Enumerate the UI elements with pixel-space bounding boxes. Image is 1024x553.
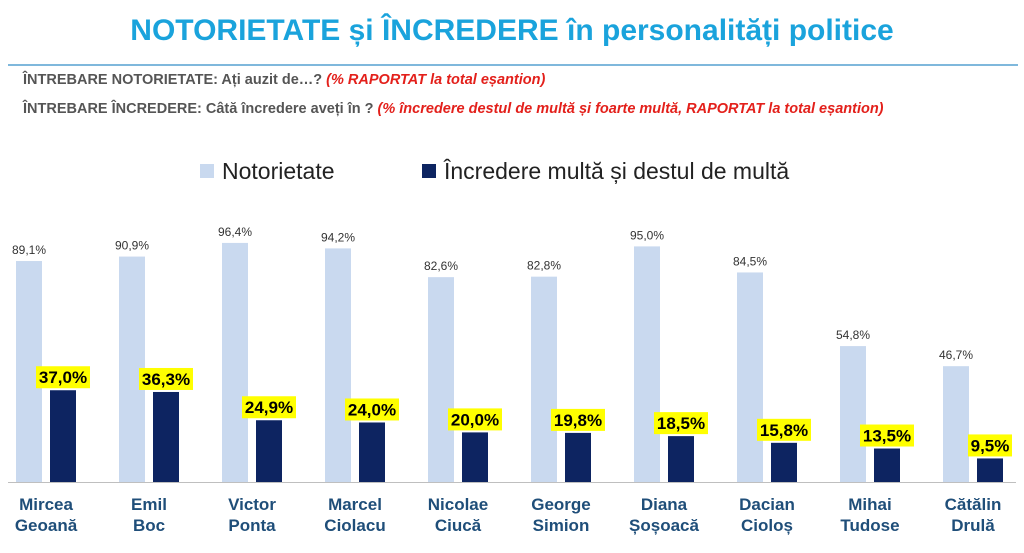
question-notorietate-label: ÎNTREBARE NOTORIETATE: Ați auzit de…? [23, 72, 323, 88]
bar-incredere [771, 442, 797, 482]
data-label-highlight [860, 424, 914, 447]
category-label: Diana Șoșoacă [614, 494, 714, 536]
category-first-name: Diana [640, 495, 688, 514]
bar-incredere [977, 458, 1003, 482]
data-label-incredere: 36,3% [142, 370, 190, 389]
bar-incredere [359, 422, 385, 482]
bar-incredere [565, 432, 591, 482]
question-incredere-label: ÎNTREBARE ÎNCREDERE: Câtă încredere aveț… [23, 101, 374, 117]
bar-notorietate [325, 248, 351, 482]
category-first-name: Marcel [328, 495, 382, 514]
legend-swatch-incredere [422, 163, 436, 178]
category-first-name: Cătălin [944, 495, 1002, 514]
data-label-notorietate: 82,8% [527, 259, 561, 273]
data-label-highlight [654, 412, 708, 435]
category-label: Mircea Geoană [0, 494, 96, 536]
category-last-name: Simion [532, 516, 590, 535]
category-first-name: Mihai [848, 495, 892, 514]
bar-notorietate [428, 277, 454, 482]
data-label-incredere: 20,0% [451, 410, 499, 429]
category-last-name: Ciucă [434, 516, 482, 535]
bar-notorietate [840, 346, 866, 482]
data-label-highlight [345, 398, 399, 421]
data-label-highlight [968, 434, 1012, 457]
bar-incredere [50, 390, 76, 482]
category-last-name: Cioloș [741, 516, 793, 535]
question-incredere-note: (% încredere destul de multă și foarte m… [377, 101, 884, 117]
bar-incredere [153, 391, 179, 482]
data-label-notorietate: 84,5% [733, 254, 767, 268]
legend-item-incredere: Încredere multă și destul de multă [422, 158, 789, 185]
category-labels: Mircea Geoană Emil Boc Victor Ponta Marcel Ciol… [0, 494, 1024, 544]
data-label-highlight [551, 408, 605, 431]
bar-incredere [256, 420, 282, 482]
question-notorietate: ÎNTREBARE NOTORIETATE: Ați auzit de…? (%… [23, 72, 545, 88]
bar-incredere [462, 432, 488, 482]
data-label-notorietate: 54,8% [836, 328, 870, 342]
data-label-highlight [36, 366, 90, 389]
data-label-incredere: 24,0% [348, 400, 396, 419]
category-last-name: Tudose [840, 516, 900, 535]
data-label-incredere: 37,0% [39, 368, 87, 387]
data-label-notorietate: 96,4% [218, 225, 252, 239]
data-label-notorietate: 94,2% [321, 230, 355, 244]
legend-label-notorietate: Notorietate [222, 158, 335, 184]
data-label-incredere: 13,5% [863, 427, 911, 446]
data-label-incredere: 19,8% [554, 411, 602, 430]
legend-swatch-notorietate [200, 163, 214, 178]
bar-notorietate [737, 272, 763, 482]
data-label-notorietate: 46,7% [939, 348, 973, 362]
data-label-notorietate: 95,0% [630, 228, 664, 242]
category-label: Marcel Ciolacu [305, 494, 405, 536]
legend-label-incredere: Încredere multă și destul de multă [444, 158, 790, 184]
data-label-incredere: 15,8% [760, 421, 808, 440]
category-first-name: Dacian [739, 495, 795, 514]
legend-item-notorietate: Notorietate [200, 158, 335, 185]
title-divider [8, 64, 1018, 66]
data-label-incredere: 9,5% [971, 436, 1010, 455]
category-first-name: Emil [131, 495, 167, 514]
category-first-name: Victor [228, 495, 276, 514]
bar-notorietate [943, 366, 969, 482]
chart-title: NOTORIETATE și ÎNCREDERE în personalităț… [130, 14, 894, 47]
category-label: Nicolae Ciucă [408, 494, 508, 536]
bar-incredere [668, 436, 694, 482]
question-incredere: ÎNTREBARE ÎNCREDERE: Câtă încredere aveț… [23, 101, 884, 117]
data-label-notorietate: 82,6% [424, 259, 458, 273]
category-last-name: Ciolacu [324, 516, 386, 535]
category-last-name: Drulă [951, 516, 995, 535]
data-label-incredere: 18,5% [657, 414, 705, 433]
bar-notorietate [222, 242, 248, 482]
bar-notorietate [531, 276, 557, 482]
data-label-highlight [139, 367, 193, 390]
bar-notorietate [634, 246, 660, 482]
data-label-highlight [242, 396, 296, 419]
data-label-notorietate: 90,9% [115, 239, 149, 253]
bar-chart: 89,1% 37,0% 90,9% 36,3% 96,4% 24,9% 94,2% 24,0%… [8, 225, 1016, 483]
data-label-notorietate: 89,1% [12, 243, 46, 257]
question-notorietate-note: (% RAPORTAT la total eșantion) [326, 72, 546, 88]
category-label: Victor Ponta [202, 494, 302, 536]
category-label: Cătălin Drulă [923, 494, 1023, 536]
category-first-name: George [531, 495, 591, 514]
data-label-highlight [757, 418, 811, 441]
category-first-name: Mircea [19, 495, 73, 514]
category-last-name: Geoană [14, 516, 78, 535]
bar-incredere [874, 448, 900, 482]
category-label: George Simion [511, 494, 611, 536]
category-first-name: Nicolae [427, 495, 489, 514]
category-last-name: Boc [132, 516, 166, 535]
category-label: Dacian Cioloș [717, 494, 817, 536]
category-last-name: Șoșoacă [629, 516, 699, 535]
data-label-incredere: 24,9% [245, 398, 293, 417]
category-last-name: Ponta [228, 516, 276, 535]
category-label: Emil Boc [99, 494, 199, 536]
category-label: Mihai Tudose [820, 494, 920, 536]
data-label-highlight [448, 408, 502, 431]
